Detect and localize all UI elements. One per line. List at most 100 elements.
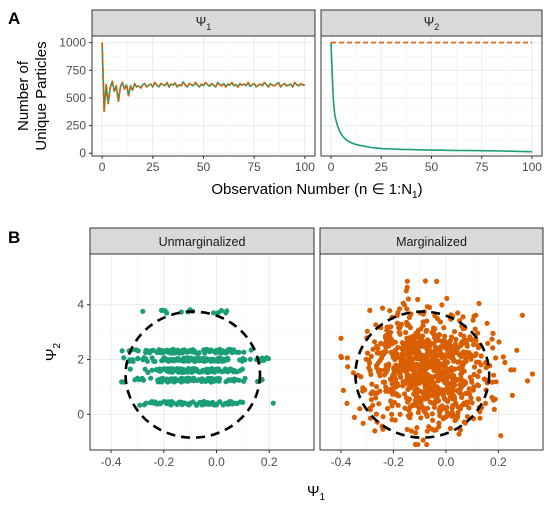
data-point (454, 349, 461, 356)
data-point (469, 377, 475, 383)
data-point (434, 333, 440, 339)
y-tick-label: 0 (77, 407, 84, 421)
x-tick-label: 75 (475, 160, 489, 174)
data-point (201, 356, 207, 362)
strip-label-b2: Marginalized (396, 235, 467, 249)
data-point (217, 399, 223, 405)
x-tick-label: 100 (295, 160, 315, 174)
data-point (159, 357, 166, 364)
strip-b1 (89, 227, 315, 255)
data-point (434, 316, 441, 322)
data-point (458, 375, 464, 381)
data-point (373, 322, 379, 328)
data-point (168, 348, 174, 354)
data-point (459, 383, 465, 389)
data-point (493, 379, 499, 385)
data-point (442, 333, 448, 339)
data-point (387, 376, 394, 382)
data-point (498, 433, 504, 439)
data-point (444, 295, 450, 301)
x-tick-label: 0 (328, 160, 335, 174)
data-point (218, 308, 224, 314)
data-point (437, 413, 443, 419)
data-point (208, 378, 214, 384)
data-point (464, 337, 470, 344)
data-point (229, 401, 235, 407)
data-point (422, 278, 428, 284)
data-point (465, 350, 472, 356)
data-point (149, 367, 155, 373)
data-point (422, 385, 428, 391)
data-point (240, 399, 246, 405)
data-point (490, 345, 496, 351)
data-point (468, 356, 474, 362)
data-point (404, 306, 410, 312)
data-point (485, 340, 491, 346)
data-point (433, 337, 439, 344)
data-point (421, 341, 427, 347)
panel-border-b1 (89, 253, 315, 451)
data-point (350, 370, 356, 376)
data-point (231, 378, 237, 384)
data-point (408, 350, 414, 356)
data-point (460, 402, 466, 408)
panel-border-b2 (319, 253, 544, 451)
data-point (219, 348, 225, 355)
data-point (416, 349, 422, 355)
data-point (119, 348, 125, 354)
data-point (413, 430, 419, 436)
data-point (416, 405, 422, 411)
data-point (178, 401, 184, 407)
data-point (489, 394, 495, 400)
data-point (211, 402, 217, 408)
data-point (127, 366, 133, 372)
data-point (453, 336, 459, 342)
data-point (473, 312, 479, 318)
data-point (432, 386, 438, 392)
data-point (388, 398, 394, 404)
data-point (431, 404, 438, 410)
data-point (425, 337, 431, 343)
data-point (436, 420, 442, 426)
data-point (373, 411, 379, 417)
data-point (437, 404, 443, 410)
data-point (458, 340, 464, 346)
data-point (193, 350, 199, 356)
data-point (176, 369, 182, 375)
data-point (471, 364, 478, 370)
data-point (380, 414, 386, 420)
data-point (445, 398, 451, 405)
data-point (387, 308, 393, 314)
y-tick-label: 1000 (59, 36, 86, 50)
data-point (420, 364, 426, 370)
data-point (464, 399, 470, 405)
data-point (405, 322, 411, 328)
data-point (415, 371, 421, 377)
data-point (157, 401, 164, 407)
data-point (444, 367, 450, 373)
data-point (164, 401, 170, 407)
data-point (143, 349, 149, 356)
panel-b2 (320, 254, 543, 450)
data-point (392, 339, 398, 345)
data-point (453, 345, 459, 351)
data-point (444, 379, 450, 385)
data-point (231, 367, 237, 373)
data-point (482, 376, 488, 383)
data-point (260, 355, 266, 361)
data-point (424, 428, 430, 434)
data-point (219, 369, 225, 375)
data-point (400, 347, 407, 353)
data-point (403, 329, 409, 336)
data-point (405, 386, 411, 392)
data-point (478, 362, 484, 368)
y-tick-label: 750 (66, 63, 86, 77)
data-point (167, 368, 173, 374)
data-point (344, 355, 350, 361)
data-point (490, 330, 496, 336)
data-point (388, 387, 394, 393)
data-point (220, 402, 226, 408)
data-point (408, 428, 415, 434)
data-point (380, 305, 386, 311)
data-point (496, 339, 502, 345)
